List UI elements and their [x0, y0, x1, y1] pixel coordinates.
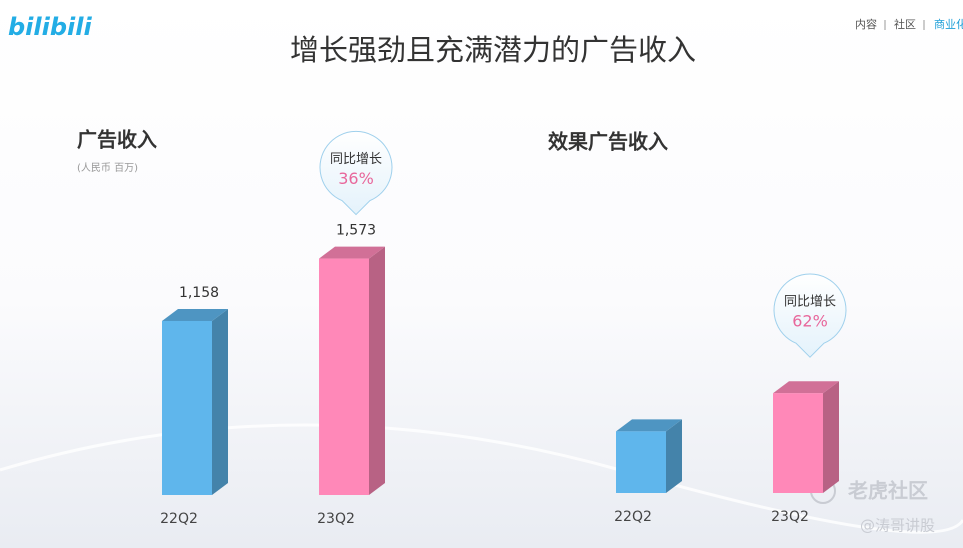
bar-top: [773, 381, 839, 394]
nav-item[interactable]: 内容: [855, 17, 877, 31]
chart-subtitle: (人民币 百万): [77, 162, 138, 174]
logo: bilibili: [8, 13, 92, 41]
watermark: @涛哥讲股: [860, 517, 935, 535]
nav-item[interactable]: 社区: [894, 17, 916, 31]
bar-side: [666, 419, 682, 493]
bar: [162, 320, 212, 495]
bar: [319, 258, 369, 495]
growth-bubble: [319, 130, 393, 216]
x-tick-label: 23Q2: [317, 511, 355, 527]
bar: [616, 431, 666, 493]
growth-label: 同比增长: [330, 152, 382, 167]
growth-value: 36%: [338, 169, 374, 188]
watermark: 老虎社区: [848, 479, 928, 503]
slide-title: 增长强劲且充满潜力的广告收入: [290, 33, 696, 67]
bar-top: [162, 308, 228, 321]
growth-bubble: [773, 273, 847, 358]
chart-title: 广告收入: [77, 128, 157, 152]
value-label: 1,158: [179, 285, 219, 301]
bar-side: [823, 381, 839, 493]
growth-label: 同比增长: [784, 295, 836, 310]
x-tick-label: 22Q2: [160, 511, 198, 527]
bar-side: [212, 308, 228, 495]
chart-title: 效果广告收入: [548, 130, 668, 154]
bar: [773, 393, 823, 493]
x-tick-label: 22Q2: [614, 509, 652, 525]
bar-side: [369, 246, 385, 495]
x-tick-label: 23Q2: [771, 509, 809, 525]
value-label: 1,573: [336, 223, 376, 239]
nav-item[interactable]: 商业化: [934, 17, 963, 31]
growth-value: 62%: [792, 312, 828, 331]
bar-top: [616, 419, 682, 432]
bar-top: [319, 246, 385, 259]
